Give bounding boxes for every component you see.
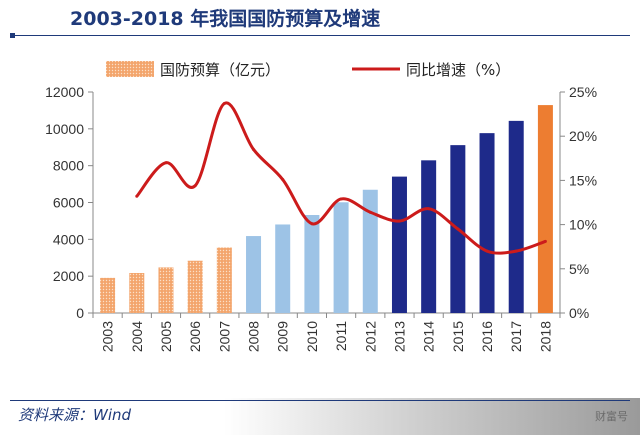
- bar-2013: [391, 176, 407, 313]
- x-tick-label: 2018: [537, 321, 553, 352]
- right-tick-label: 20%: [569, 128, 597, 144]
- bar-2017: [508, 120, 524, 313]
- legend-bar-swatch: [106, 61, 154, 77]
- budget-chart: 国防预算（亿元） 同比增速（%） 0 2000 4000 6000 8000 10000 1…: [45, 61, 597, 352]
- bar-2009: [275, 224, 291, 313]
- bar-2016: [479, 133, 495, 313]
- left-tick-label: 4000: [53, 231, 84, 247]
- left-tick-label: 0: [76, 305, 84, 321]
- left-tick-label: 12000: [45, 84, 84, 100]
- bar-2014: [421, 160, 437, 313]
- right-tick-label: 15%: [569, 172, 597, 188]
- growth-rate-line: [135, 101, 546, 255]
- legend-bar-label: 国防预算（亿元）: [160, 61, 280, 79]
- right-tick-label: 10%: [569, 217, 597, 233]
- bar-2007: [216, 247, 232, 313]
- legend-line-label: 同比增速（%）: [406, 61, 510, 79]
- bar-2003: [100, 277, 116, 313]
- right-tick-label: 5%: [569, 261, 589, 277]
- plot-area: 0 2000 4000 6000 8000 10000 12000 0% 5% 10% 15% 20%…: [45, 84, 597, 352]
- growth-point: [310, 222, 314, 226]
- footer-divider: [10, 400, 630, 401]
- x-tick-label: 2009: [275, 321, 291, 352]
- bar-2012: [362, 189, 378, 313]
- growth-point: [543, 239, 547, 243]
- growth-point: [339, 197, 343, 201]
- x-tick-label: 2010: [304, 321, 320, 352]
- x-tick-label: 2003: [100, 321, 116, 352]
- growth-point: [485, 249, 489, 253]
- bar-2006: [187, 260, 203, 313]
- x-tick-label: 2006: [187, 321, 203, 352]
- right-tick-label: 25%: [569, 84, 597, 100]
- growth-point: [514, 249, 518, 253]
- bar-2004: [129, 272, 145, 313]
- x-tick-label: 2005: [158, 321, 174, 352]
- x-tick-label: 2014: [421, 321, 437, 352]
- watermark: 财富号: [595, 410, 628, 423]
- growth-point: [135, 194, 139, 198]
- left-tick-label: 10000: [45, 121, 84, 137]
- footer-band: [0, 398, 640, 435]
- bar-2005: [158, 267, 174, 313]
- x-tick-label: 2011: [333, 321, 349, 351]
- growth-point: [368, 210, 372, 214]
- bar-2008: [246, 236, 262, 313]
- growth-point: [397, 219, 401, 223]
- left-tick-label: 8000: [53, 158, 84, 174]
- growth-point: [222, 101, 226, 105]
- growth-point: [281, 178, 285, 182]
- x-tick-label: 2013: [391, 321, 407, 352]
- x-tick-label: 2015: [450, 321, 466, 352]
- left-tick-label: 2000: [53, 268, 84, 284]
- growth-point: [164, 161, 168, 165]
- bar-2011: [333, 202, 349, 313]
- x-tick-label: 2004: [129, 321, 145, 352]
- x-tick-label: 2007: [216, 321, 232, 352]
- left-tick-label: 6000: [53, 195, 84, 211]
- chart-title: 2003-2018 年我国国防预算及增速: [70, 8, 381, 30]
- legend: 国防预算（亿元） 同比增速（%）: [106, 61, 510, 79]
- x-tick-label: 2017: [508, 321, 524, 352]
- x-tick-label: 2016: [479, 321, 495, 352]
- growth-point: [252, 147, 256, 151]
- bar-2018: [537, 105, 553, 313]
- x-tick-label: 2008: [246, 321, 262, 352]
- bar-2010: [304, 215, 320, 313]
- right-tick-label: 0%: [569, 305, 589, 321]
- growth-point: [456, 227, 460, 231]
- x-tick-label: 2012: [362, 321, 378, 352]
- growth-point: [193, 184, 197, 188]
- growth-point: [427, 207, 431, 211]
- source-note: 资料来源：Wind: [18, 406, 132, 424]
- title-divider: [10, 35, 630, 36]
